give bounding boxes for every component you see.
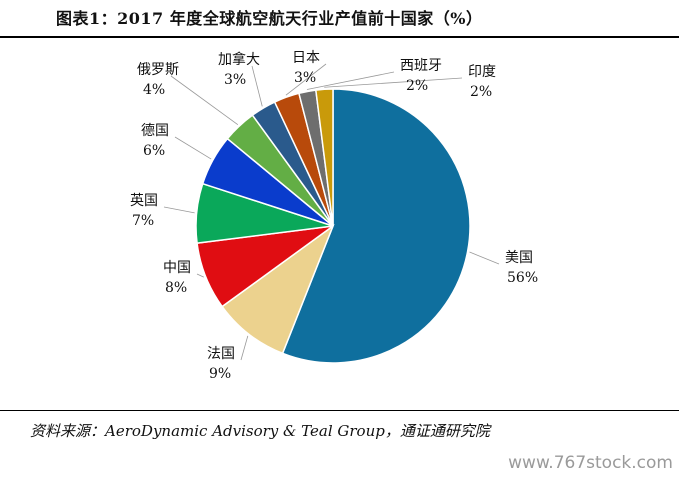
slice-label-name-4: 英国: [130, 192, 158, 209]
leader-line-4: [163, 206, 195, 214]
source-note: 资料来源：AeroDynamic Advisory & Teal Group，通…: [30, 422, 490, 440]
slice-labels: 美国 56% 法国 9% 中国 8% 英国 7% 德国 6% 俄罗斯 4% 加拿大 3% 日本 3% 西班牙 2%…: [130, 50, 538, 382]
slice-label-value-1: 56%: [507, 270, 538, 286]
slice-label-value-2: 9%: [209, 366, 231, 382]
slice-label-name-2: 法国: [207, 346, 235, 362]
watermark: www.767stock.com: [508, 453, 673, 473]
leader-line-6: [170, 75, 239, 125]
slice-label-name-7: 加拿大: [218, 51, 260, 68]
slice-label-name-6: 俄罗斯: [137, 62, 179, 78]
leader-lines: [163, 63, 500, 361]
slice-label-value-5: 6%: [143, 143, 165, 159]
leader-line-8: [285, 63, 327, 96]
slice-label-name-8: 日本: [292, 50, 320, 66]
slice-label-value-4: 7%: [132, 213, 154, 229]
slice-label-value-6: 4%: [143, 82, 165, 98]
leader-line-5: [174, 136, 212, 160]
top-rule: [0, 36, 679, 38]
pie-slice-1: [281, 88, 471, 364]
pie-slices: [195, 88, 471, 364]
slice-label-value-7: 3%: [224, 72, 246, 88]
leader-line-10: [324, 77, 463, 88]
slice-label-name-10: 印度: [468, 64, 496, 80]
leader-line-9: [306, 71, 395, 90]
leader-line-2: [240, 335, 249, 361]
slice-label-name-9: 西班牙: [400, 58, 442, 74]
bottom-rule: [0, 410, 679, 411]
leader-line-1: [469, 251, 500, 265]
chart-title: 图表1：2017 年度全球航空航天行业产值前十国家（%）: [56, 9, 483, 28]
slice-label-value-10: 2%: [470, 84, 492, 100]
slice-label-value-8: 3%: [294, 70, 316, 86]
leader-line-7: [251, 65, 263, 107]
pie-slice-10: [314, 88, 334, 227]
slice-label-value-3: 8%: [165, 280, 187, 296]
slice-label-name-1: 美国: [505, 250, 533, 266]
leader-line-3: [196, 273, 204, 278]
slice-label-name-5: 德国: [141, 123, 169, 139]
slice-label-value-9: 2%: [406, 78, 428, 94]
slice-label-name-3: 中国: [163, 260, 191, 276]
